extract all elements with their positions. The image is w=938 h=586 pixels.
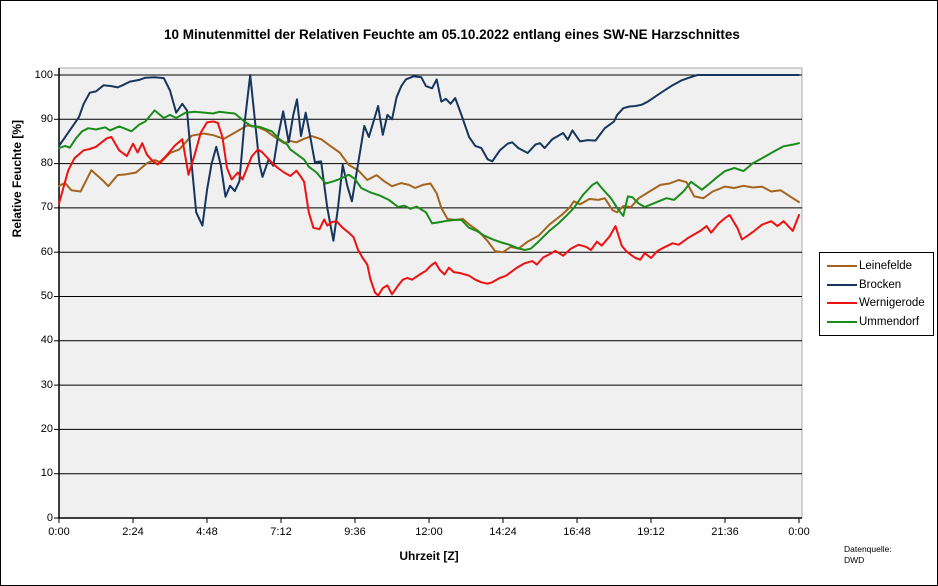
series-line-brocken — [58, 74, 800, 242]
x-tick-label-7: 16:48 — [563, 526, 591, 538]
y-tick-label-70: 70 — [40, 201, 53, 214]
legend-label: Brocken — [859, 278, 902, 291]
y-tick-label-50: 50 — [40, 290, 53, 302]
source-note-line2: DWD — [844, 554, 865, 565]
x-tick-label-0: 0:00 — [48, 526, 70, 538]
legend: Leinefelde Brocken Wernigerode Ummendorf — [819, 252, 934, 336]
y-tick-label-20: 20 — [40, 422, 53, 435]
legend-line-swatch — [827, 302, 857, 305]
legend-item-brocken: Brocken — [827, 277, 933, 293]
x-tick-label-10: 0:00 — [788, 526, 810, 538]
x-tick-label-2: 4:48 — [196, 526, 218, 538]
legend-item-wernigerode: Wernigerode — [827, 295, 933, 311]
x-axis-title: Uhrzeit [Z] — [399, 549, 459, 563]
x-tick-label-4: 9:36 — [344, 526, 366, 538]
series-line-ummendorf — [58, 109, 800, 251]
x-tick-label-1: 2:24 — [122, 526, 144, 538]
x-tick-label-6: 14:24 — [489, 526, 517, 538]
legend-item-leinefelde: Leinefelde — [827, 258, 933, 274]
legend-line-swatch — [827, 283, 857, 286]
y-tick-label-30: 30 — [40, 378, 53, 391]
source-note: Datenquelle: DWD — [844, 544, 892, 565]
legend-item-ummendorf: Ummendorf — [827, 314, 933, 330]
y-tick-label-90: 90 — [40, 112, 53, 125]
x-tick-label-8: 19:12 — [637, 526, 665, 538]
legend-label: Leinefelde — [859, 260, 913, 273]
y-tick-label-40: 40 — [40, 334, 53, 347]
y-tick-label-60: 60 — [40, 245, 53, 258]
x-tick-label-3: 7:12 — [270, 526, 292, 538]
legend-line-swatch — [827, 265, 857, 268]
legend-label: Ummendorf — [859, 315, 920, 328]
series-line-wernigerode — [58, 120, 800, 297]
y-tick-label-80: 80 — [40, 157, 53, 170]
plot-background — [58, 67, 803, 519]
legend-label: Wernigerode — [859, 297, 925, 310]
x-tick-label-5: 12:00 — [415, 526, 443, 538]
source-note-line1: Datenquelle: — [844, 544, 892, 554]
y-tick-label-100: 100 — [34, 68, 53, 81]
y-tick-label-0: 0 — [46, 511, 53, 524]
chart-title: 10 Minutenmittel der Relativen Feuchte a… — [164, 27, 740, 42]
x-tick-label-9: 21:36 — [711, 526, 739, 538]
y-tick-label-10: 10 — [40, 467, 53, 480]
legend-line-swatch — [827, 320, 857, 323]
